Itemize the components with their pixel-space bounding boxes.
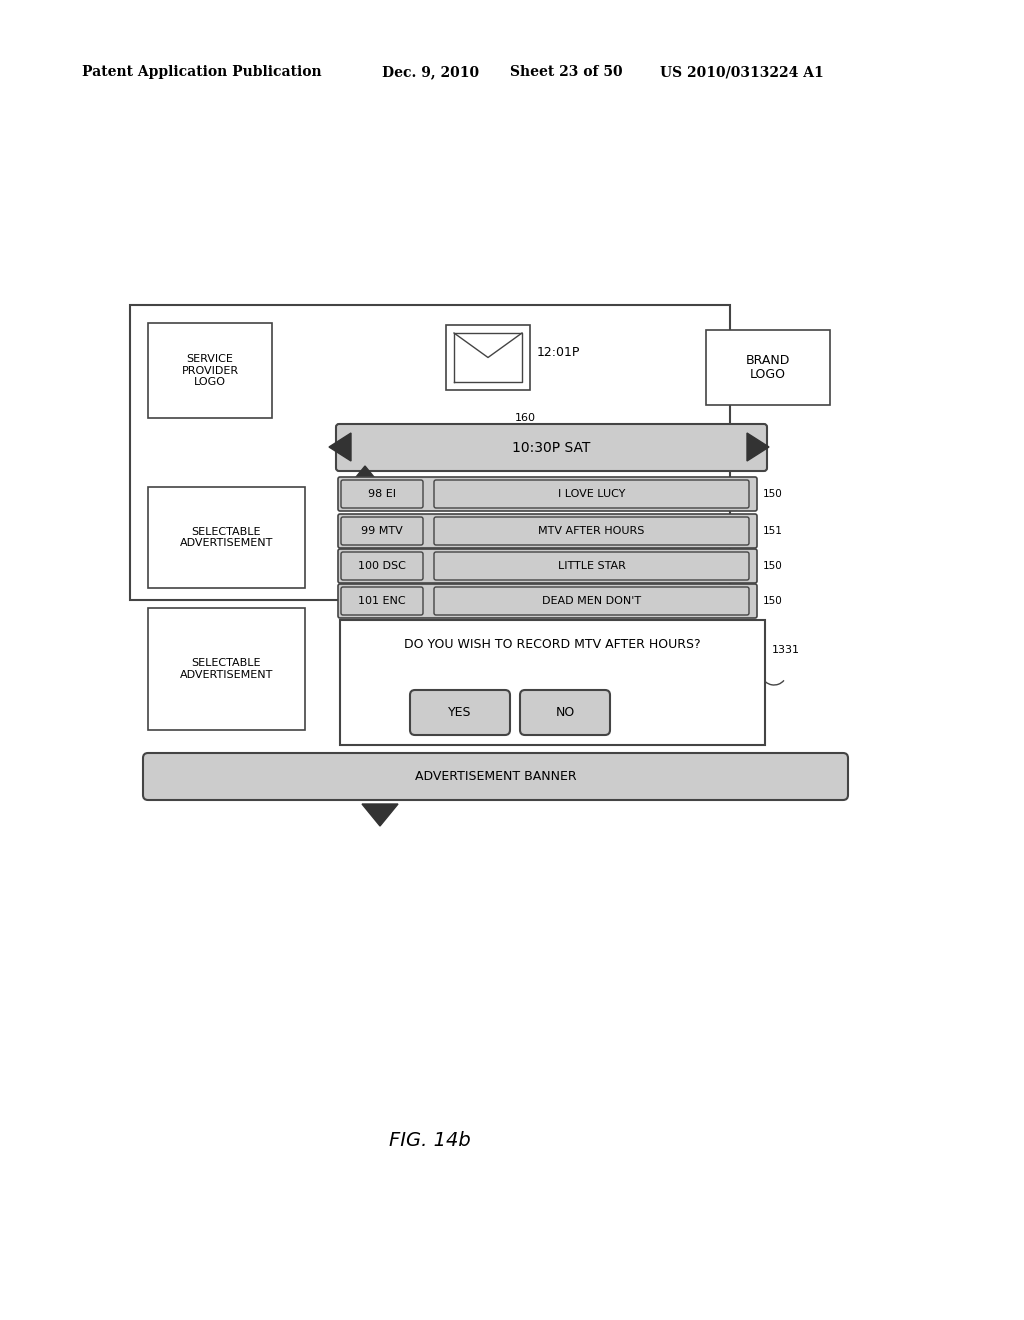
Text: SERVICE
PROVIDER
LOGO: SERVICE PROVIDER LOGO xyxy=(181,354,239,387)
FancyBboxPatch shape xyxy=(338,513,757,548)
Text: US 2010/0313224 A1: US 2010/0313224 A1 xyxy=(660,65,823,79)
FancyBboxPatch shape xyxy=(336,424,767,471)
FancyBboxPatch shape xyxy=(434,480,749,508)
FancyBboxPatch shape xyxy=(341,517,423,545)
FancyBboxPatch shape xyxy=(434,552,749,579)
FancyBboxPatch shape xyxy=(338,549,757,583)
FancyBboxPatch shape xyxy=(341,587,423,615)
Text: 1331: 1331 xyxy=(772,645,800,655)
Bar xyxy=(148,609,305,730)
Bar xyxy=(148,487,305,587)
Text: SELECTABLE
ADVERTISEMENT: SELECTABLE ADVERTISEMENT xyxy=(180,659,273,680)
Text: SELECTABLE
ADVERTISEMENT: SELECTABLE ADVERTISEMENT xyxy=(180,527,273,548)
Text: FIG. 14b: FIG. 14b xyxy=(389,1130,471,1150)
Text: YES: YES xyxy=(449,706,472,719)
FancyBboxPatch shape xyxy=(410,690,510,735)
Text: 151: 151 xyxy=(763,525,783,536)
Text: 100 DSC: 100 DSC xyxy=(358,561,406,572)
FancyBboxPatch shape xyxy=(520,690,610,735)
Text: MTV AFTER HOURS: MTV AFTER HOURS xyxy=(539,525,645,536)
FancyBboxPatch shape xyxy=(341,552,423,579)
Text: 150: 150 xyxy=(763,597,782,606)
FancyBboxPatch shape xyxy=(338,583,757,618)
Text: 12:01P: 12:01P xyxy=(537,346,581,359)
Text: DO YOU WISH TO RECORD MTV AFTER HOURS?: DO YOU WISH TO RECORD MTV AFTER HOURS? xyxy=(404,639,700,652)
Text: Patent Application Publication: Patent Application Publication xyxy=(82,65,322,79)
Bar xyxy=(706,330,830,405)
FancyBboxPatch shape xyxy=(434,517,749,545)
FancyBboxPatch shape xyxy=(338,477,757,511)
Bar xyxy=(130,305,730,601)
Text: NO: NO xyxy=(555,706,574,719)
FancyBboxPatch shape xyxy=(341,480,423,508)
Text: 98 EI: 98 EI xyxy=(368,488,396,499)
Text: 101 ENC: 101 ENC xyxy=(358,597,406,606)
Bar xyxy=(446,325,530,389)
Polygon shape xyxy=(746,433,769,461)
Text: 150: 150 xyxy=(763,561,782,572)
Bar xyxy=(340,620,765,744)
Polygon shape xyxy=(347,466,383,488)
Text: 160: 160 xyxy=(515,413,536,422)
Text: 150: 150 xyxy=(763,488,782,499)
Text: Sheet 23 of 50: Sheet 23 of 50 xyxy=(510,65,623,79)
Text: 10:30P SAT: 10:30P SAT xyxy=(512,441,591,454)
FancyBboxPatch shape xyxy=(434,587,749,615)
Text: ADVERTISEMENT BANNER: ADVERTISEMENT BANNER xyxy=(415,770,577,783)
Text: 99 MTV: 99 MTV xyxy=(361,525,402,536)
Text: DEAD MEN DON'T: DEAD MEN DON'T xyxy=(542,597,641,606)
Polygon shape xyxy=(362,804,398,826)
FancyBboxPatch shape xyxy=(143,752,848,800)
Text: Dec. 9, 2010: Dec. 9, 2010 xyxy=(382,65,479,79)
Bar xyxy=(148,323,272,418)
Polygon shape xyxy=(329,433,351,461)
Text: LITTLE STAR: LITTLE STAR xyxy=(557,561,626,572)
Text: I LOVE LUCY: I LOVE LUCY xyxy=(558,488,626,499)
Text: BRAND
LOGO: BRAND LOGO xyxy=(745,354,791,381)
